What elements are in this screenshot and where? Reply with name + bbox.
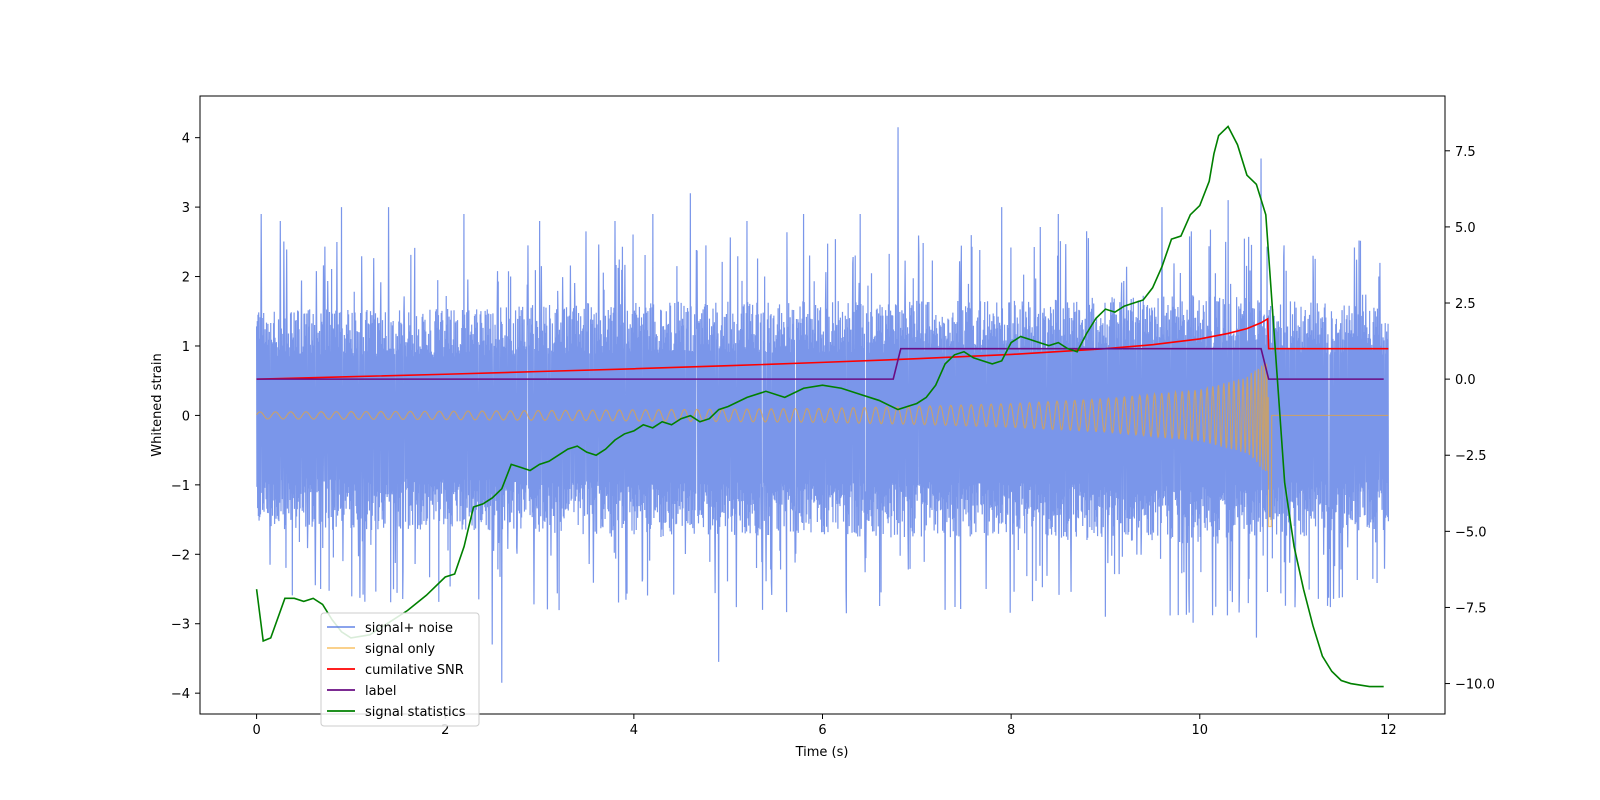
y-tick-label: −3 — [171, 618, 190, 633]
legend-box — [320, 612, 480, 727]
legend-entry: signal+ noise — [365, 621, 453, 636]
series-signal-only-line — [256, 359, 1389, 528]
y-tick-label: −2 — [171, 548, 190, 563]
y-axis-left: −4 −3 −2 −1 0 1 2 3 4 — [171, 132, 200, 702]
y2-tick-label: 7.5 — [1455, 145, 1476, 160]
y-tick-label: −1 — [171, 479, 190, 494]
series-signal-noise-line — [255, 127, 1390, 683]
x-tick-label: 6 — [818, 723, 826, 738]
y2-tick-label: 0.0 — [1455, 373, 1476, 388]
y2-tick-label: 5.0 — [1455, 221, 1476, 236]
x-tick-label: 4 — [630, 723, 638, 738]
series-signal-statistics-line — [255, 125, 1384, 688]
legend-entry: signal statistics — [365, 705, 466, 720]
series-cumulative-snr-line — [256, 317, 1389, 380]
series-layer — [255, 125, 1390, 688]
y-tick-label: 4 — [182, 132, 190, 147]
y-tick-label: 2 — [182, 271, 190, 286]
y-tick-label: 3 — [182, 201, 190, 216]
y2-tick-label: −2.5 — [1455, 449, 1487, 464]
series-label-line — [256, 347, 1384, 380]
y2-tick-label: −5.0 — [1455, 525, 1487, 540]
x-tick-label: 12 — [1380, 723, 1397, 738]
x-tick-label: 8 — [1007, 723, 1015, 738]
legend-entry: signal only — [365, 642, 435, 657]
x-tick-label: 10 — [1191, 723, 1208, 738]
legend: signal+ noise signal only cumilative SNR la… — [320, 612, 480, 727]
x-axis-label: Time (s) — [795, 745, 849, 760]
legend-entry: cumilative SNR — [365, 663, 464, 678]
y2-tick-label: −7.5 — [1455, 601, 1487, 616]
y2-tick-label: 2.5 — [1455, 297, 1476, 312]
y2-tick-label: −10.0 — [1455, 678, 1495, 693]
y-axis-label: Whitened strain — [150, 353, 165, 456]
x-tick-label: 0 — [252, 723, 260, 738]
legend-entry: label — [365, 684, 396, 699]
x-tick-label: 2 — [441, 723, 449, 738]
y-tick-label: −4 — [171, 687, 190, 702]
y-axis-right: −10.0 −7.5 −5.0 −2.5 0.0 2.5 5.0 7.5 — [1445, 145, 1495, 693]
y-tick-label: 0 — [182, 409, 190, 424]
y-tick-label: 1 — [182, 340, 190, 355]
